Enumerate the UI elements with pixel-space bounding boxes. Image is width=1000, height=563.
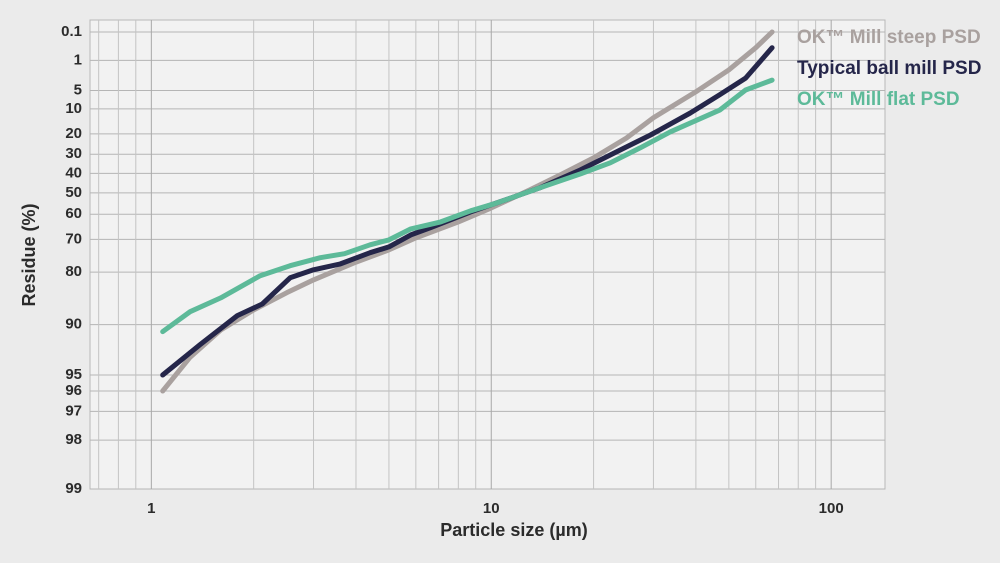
y-tick-label: 80: [65, 263, 82, 280]
legend-entry: Typical ball mill PSD: [797, 58, 981, 79]
y-tick-label: 0.1: [61, 23, 82, 40]
plot-area: [89, 19, 886, 490]
x-tick-label: 100: [819, 500, 844, 517]
y-tick-label: 60: [65, 205, 82, 222]
y-tick-label: 10: [65, 100, 82, 117]
y-tick-label: 95: [65, 366, 82, 383]
legend-entry: OK™ Mill steep PSD: [797, 27, 981, 48]
lines: [160, 29, 775, 394]
y-tick-label: 40: [65, 164, 82, 181]
y-tick-label: 98: [65, 431, 82, 448]
x-tick-label: 10: [483, 500, 500, 517]
y-tick-label: 97: [65, 402, 82, 419]
grid: [90, 20, 885, 490]
y-tick-label: 90: [65, 316, 82, 333]
x-tick-label: 1: [147, 500, 155, 517]
x-axis-title: Particle size (µm): [440, 520, 587, 540]
y-tick-label: 5: [74, 81, 82, 98]
y-tick-label: 1: [74, 51, 82, 68]
series-line: [160, 77, 775, 335]
y-tick-label: 99: [65, 480, 82, 497]
y-tick-label: 20: [65, 125, 82, 142]
series-line: [160, 45, 775, 378]
legend-entry: OK™ Mill flat PSD: [797, 89, 960, 110]
y-tick-label: 30: [65, 145, 82, 162]
y-tick-label: 50: [65, 184, 82, 201]
y-tick-label: 70: [65, 230, 82, 247]
y-tick-label: 96: [65, 382, 82, 399]
y-axis-title: Residue (%): [19, 203, 39, 306]
